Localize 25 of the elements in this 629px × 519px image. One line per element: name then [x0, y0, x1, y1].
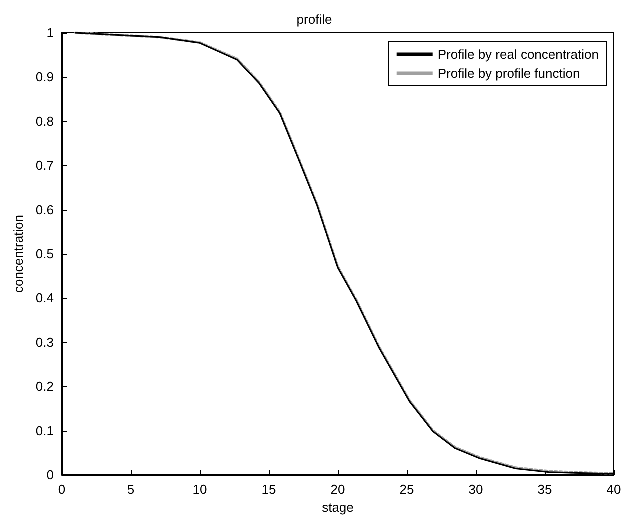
- y-tick-label: 0.6: [36, 202, 54, 218]
- y-tick-label: 0.9: [36, 70, 54, 85]
- y-axis-title: concentration: [11, 214, 26, 294]
- chart-title: profile: [296, 12, 332, 27]
- x-tick-label: 35: [538, 482, 552, 497]
- y-tick-label: 0: [46, 468, 54, 482]
- y-tick-label: 0.5: [36, 246, 54, 262]
- x-axis-title: stage: [322, 500, 354, 515]
- y-tick-label: 0.7: [36, 158, 54, 174]
- x-tick-label: 25: [400, 482, 414, 497]
- x-tick-label: 0: [58, 482, 66, 497]
- x-tick-label: 10: [192, 482, 208, 497]
- x-tick-label: 20: [330, 482, 346, 497]
- y-tick-label: 0.2: [36, 379, 54, 394]
- x-tick-label: 5: [127, 482, 135, 497]
- x-tick-label: 15: [262, 482, 276, 497]
- y-tick-label: 1: [46, 26, 54, 40]
- y-tick-label: 0.8: [36, 114, 54, 129]
- y-tick-label: 0.3: [36, 334, 54, 350]
- legend-label: Profile by real concentration: [438, 47, 600, 62]
- x-tick-label: 40: [606, 482, 622, 497]
- y-tick-label: 0.1: [36, 423, 54, 438]
- y-tick-label: 0.4: [36, 290, 54, 306]
- legend-label: Profile by profile function: [438, 66, 580, 81]
- x-tick-label: 30: [468, 482, 484, 497]
